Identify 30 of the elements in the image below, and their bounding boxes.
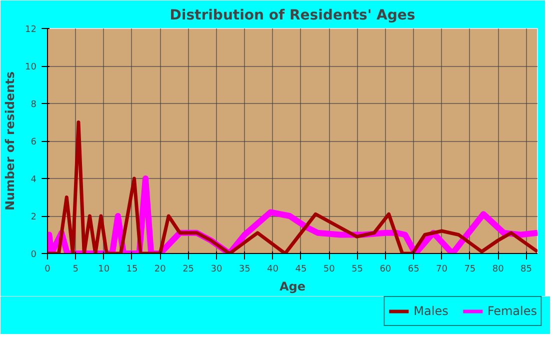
- y-axis-title: Number of residents: [3, 71, 18, 211]
- legend-label: Males: [414, 304, 448, 318]
- x-tick-label: 35: [238, 264, 250, 274]
- x-tick-label: 65: [408, 264, 420, 274]
- chart-title: Distribution of Residents' Ages: [170, 8, 416, 24]
- x-tick-label: 60: [380, 264, 392, 274]
- x-tick-label: 85: [520, 264, 532, 274]
- x-axis-title: Age: [279, 280, 306, 294]
- x-tick-label: 55: [352, 264, 363, 274]
- y-tick-label: 4: [30, 175, 37, 185]
- x-tick-label: 75: [464, 264, 476, 274]
- x-tick-label: 25: [182, 264, 194, 274]
- x-tick-label: 15: [126, 264, 138, 274]
- x-tick-label: 40: [267, 264, 279, 274]
- y-tick-label: 8: [30, 100, 37, 110]
- y-tick-label: 12: [25, 25, 36, 35]
- y-tick-label: 10: [25, 62, 37, 72]
- x-tick-label: 20: [154, 264, 166, 274]
- y-tick-label: 6: [30, 138, 37, 148]
- x-tick-label: 50: [323, 264, 336, 274]
- x-tick-label: 10: [98, 264, 110, 274]
- x-tick-label: 70: [436, 264, 448, 274]
- legend-label: Females: [487, 304, 537, 318]
- x-tick-label: 30: [210, 264, 222, 274]
- x-tick-label: 45: [295, 264, 307, 274]
- x-tick-label: 80: [492, 264, 504, 274]
- x-tick-label: 0: [44, 264, 51, 274]
- x-tick-label: 5: [72, 264, 79, 274]
- y-tick-label: 0: [30, 250, 37, 260]
- y-tick-label: 2: [30, 212, 37, 222]
